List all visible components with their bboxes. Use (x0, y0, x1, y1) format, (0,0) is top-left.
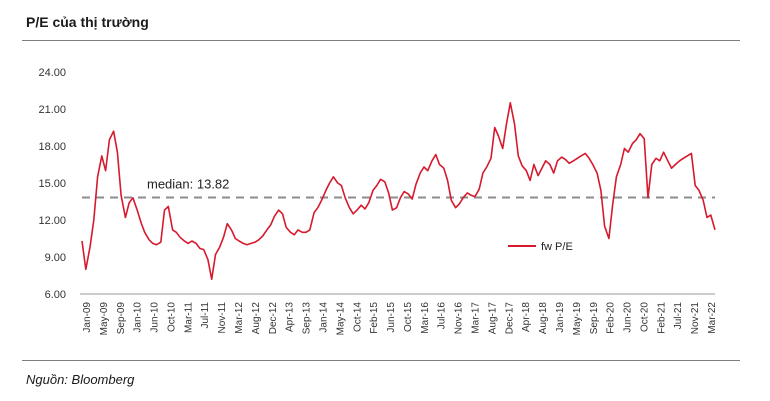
x-tick-label: Feb-21 (656, 302, 667, 334)
y-tick-label: 15.00 (38, 178, 66, 190)
y-tick-label: 12.00 (38, 215, 66, 227)
x-tick-label: Aug-12 (251, 302, 262, 335)
x-tick-label: Apr-13 (285, 302, 296, 332)
x-tick-label: Mar-16 (420, 302, 431, 334)
x-tick-label: Sep-19 (589, 302, 600, 335)
y-axis: 6.00 9.00 12.00 15.00 18.00 21.00 24.00 (38, 67, 66, 301)
x-tick-label: Feb-20 (606, 302, 617, 334)
x-tick-label: Aug-18 (538, 302, 549, 335)
x-tick-label: Mar-17 (471, 302, 482, 334)
x-tick-label: Aug-17 (487, 302, 498, 335)
x-tick-label: May-19 (572, 302, 583, 336)
x-tick-label: Jan-19 (555, 302, 566, 333)
x-tick-label: Mar-12 (234, 302, 245, 334)
x-tick-label: Feb-15 (369, 302, 380, 334)
x-tick-label: Oct-14 (352, 302, 363, 332)
y-tick-label: 24.00 (38, 67, 66, 79)
x-tick-label: Jun-20 (623, 302, 634, 333)
x-tick-label: Jan-09 (82, 302, 93, 333)
x-tick-label: Dec-12 (268, 302, 279, 335)
top-divider (22, 40, 740, 41)
x-axis: Jan-09 May-09 Sep-09 Jan-10 Jun-10 Oct-10 Mar-… (80, 293, 718, 336)
fw-pe-series-line (81, 102, 716, 281)
x-tick-label: Sep-09 (116, 302, 127, 335)
x-tick-label: Jun-10 (150, 302, 161, 333)
x-tick-label: Mar-11 (183, 302, 194, 333)
bottom-divider (22, 360, 740, 361)
x-tick-label: Nov-16 (454, 302, 465, 335)
x-tick-label: May-14 (335, 302, 346, 336)
x-tick-label: May-09 (99, 302, 110, 336)
x-tick-label: Apr-18 (521, 302, 532, 332)
median-label: median: 13.82 (147, 177, 229, 192)
chart-title: P/E của thị trường (26, 14, 149, 30)
x-tick-label: Nov-21 (690, 302, 701, 335)
x-tick-label: Jan-14 (318, 302, 329, 333)
x-tick-label: Oct-15 (403, 302, 414, 332)
x-tick-label: Jul-11 (200, 302, 211, 329)
x-tick-label: Dec-17 (504, 302, 515, 335)
x-tick-label: Oct-10 (166, 302, 177, 332)
legend-label: fw P/E (541, 241, 573, 253)
x-tick-label: Mar-22 (707, 302, 718, 334)
y-tick-label: 18.00 (38, 141, 66, 153)
y-tick-label: 21.00 (38, 104, 66, 116)
x-tick-label: Jan-10 (133, 302, 144, 333)
x-tick-label: Nov-11 (217, 302, 228, 334)
y-tick-label: 6.00 (45, 289, 66, 301)
x-tick-label: Sep-13 (302, 302, 313, 335)
legend: fw P/E (508, 241, 573, 253)
y-tick-label: 9.00 (45, 252, 66, 264)
x-tick-label: Jul-16 (437, 302, 448, 330)
source-note: Nguồn: Bloomberg (26, 372, 135, 387)
x-tick-label: Jun-15 (386, 302, 397, 333)
x-tick-label: Jul-21 (673, 302, 684, 330)
x-tick-label: Oct-20 (639, 302, 650, 332)
